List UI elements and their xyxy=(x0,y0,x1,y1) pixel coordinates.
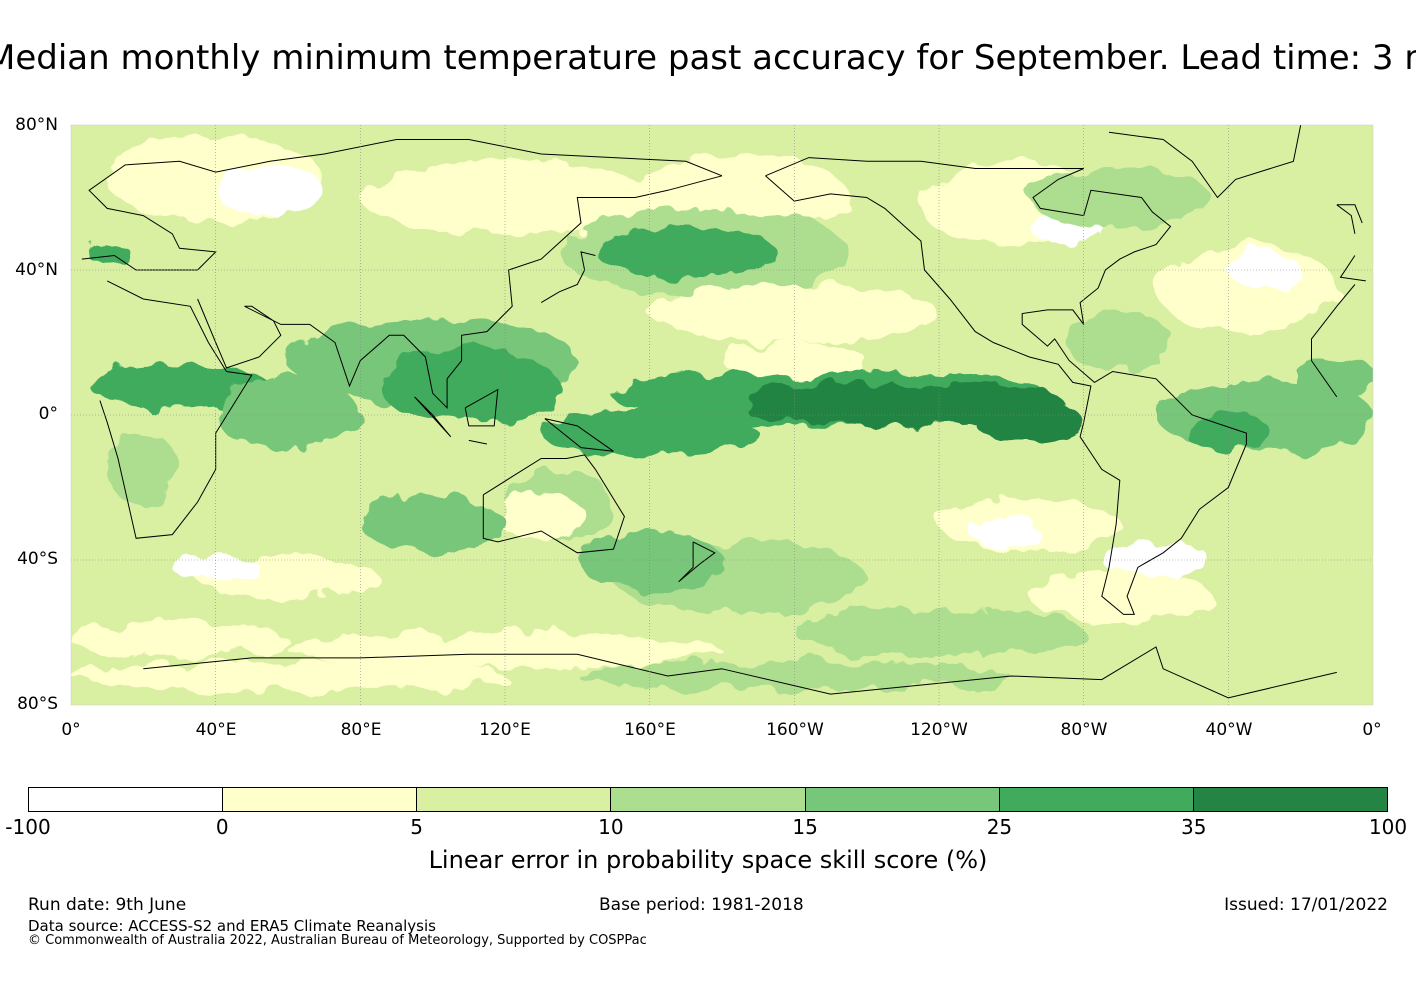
colorbar-tick-label: 100 xyxy=(1368,815,1408,839)
map-title: Median monthly minimum temperature past … xyxy=(0,38,1416,78)
lon-label-160w: 160°W xyxy=(766,720,824,740)
coastline xyxy=(143,646,1337,699)
coastlines xyxy=(81,125,1366,699)
skill-patch xyxy=(1228,251,1301,289)
lat-label-equator: 0° xyxy=(38,404,58,424)
colorbar-tick-label: 15 xyxy=(792,815,818,839)
coastline xyxy=(1108,125,1302,199)
skill-patch xyxy=(1184,415,1272,452)
coastline xyxy=(414,396,452,438)
lon-label-40w: 40°W xyxy=(1205,720,1253,740)
skill-patch xyxy=(215,164,325,216)
colorbar-swatch xyxy=(611,788,806,811)
lon-label-360: 0° xyxy=(1362,720,1382,740)
skill-patch xyxy=(1029,168,1211,227)
colorbar-swatch xyxy=(29,788,224,811)
skill-patch xyxy=(1065,313,1175,372)
colorbar-tick-label: 5 xyxy=(410,815,423,839)
skill-score-field xyxy=(71,135,1373,691)
colorbar-swatch xyxy=(805,788,1000,811)
colorbar-tick-label: 35 xyxy=(1180,815,1207,839)
lat-label-40s: 40°S xyxy=(17,549,58,569)
coastline xyxy=(678,541,716,583)
coastline xyxy=(464,388,499,427)
colorbar-swatch xyxy=(417,788,612,811)
skill-patch xyxy=(71,621,288,658)
coastline xyxy=(482,454,625,554)
lon-label-80e: 80°E xyxy=(340,720,382,740)
skill-patch xyxy=(172,552,260,582)
colorbar-tick-label: 25 xyxy=(986,815,1013,839)
skill-patch xyxy=(85,241,129,263)
colorbar-swatch xyxy=(223,788,418,811)
lon-label-0: 0° xyxy=(61,720,81,740)
lon-label-40e: 40°E xyxy=(195,720,237,740)
skill-patch xyxy=(1029,570,1211,622)
lon-label-80w: 80°W xyxy=(1060,720,1108,740)
colorbar-tick-label: -100 xyxy=(5,815,51,839)
skill-patch xyxy=(975,400,1084,444)
skill-patch xyxy=(722,342,867,379)
issued-date: Issued: 17/01/2022 xyxy=(1224,895,1388,915)
base-period: Base period: 1981-2018 xyxy=(599,895,804,915)
coastline xyxy=(544,418,614,452)
coastline xyxy=(197,175,723,410)
lat-label-80s: 80°S xyxy=(17,694,58,714)
lon-label-120w: 120°W xyxy=(910,720,968,740)
colorbar-tick-label: 0 xyxy=(215,815,229,839)
lon-label-160e: 160°E xyxy=(624,720,676,740)
coastline xyxy=(1336,204,1363,234)
lat-label-80n: 80°N xyxy=(15,115,58,135)
skill-patch xyxy=(577,661,1012,691)
skill-patch xyxy=(541,411,759,455)
data-source: Data source: ACCESS-S2 and ERA5 Climate … xyxy=(28,917,436,935)
coastline xyxy=(540,251,596,304)
copyright: © Commonwealth of Australia 2022, Austra… xyxy=(28,933,647,948)
skill-patch xyxy=(107,433,180,506)
skill-patch xyxy=(378,349,560,423)
skill-patch xyxy=(1293,357,1373,401)
coastline xyxy=(99,280,1356,539)
graticule xyxy=(71,125,1373,705)
skill-patch xyxy=(649,284,939,343)
skill-patch xyxy=(967,516,1041,546)
lon-label-120e: 120°E xyxy=(479,720,531,740)
colorbar-label: Linear error in probability space skill … xyxy=(428,846,988,874)
skill-patch xyxy=(595,226,777,278)
lat-label-40n: 40°N xyxy=(15,260,58,280)
skill-patch xyxy=(497,491,585,542)
run-date: Run date: 9th June xyxy=(28,895,187,915)
colorbar-swatch xyxy=(1193,788,1387,811)
skill-patch xyxy=(71,661,505,691)
skill-patch xyxy=(360,494,505,553)
skill-patch xyxy=(89,364,270,408)
coastline xyxy=(468,439,487,445)
coastline xyxy=(765,157,1247,615)
colorbar-swatch xyxy=(999,788,1194,811)
colorbar xyxy=(28,787,1388,812)
colorbar-tick-label: 10 xyxy=(598,815,624,839)
skill-patch xyxy=(1101,541,1211,579)
